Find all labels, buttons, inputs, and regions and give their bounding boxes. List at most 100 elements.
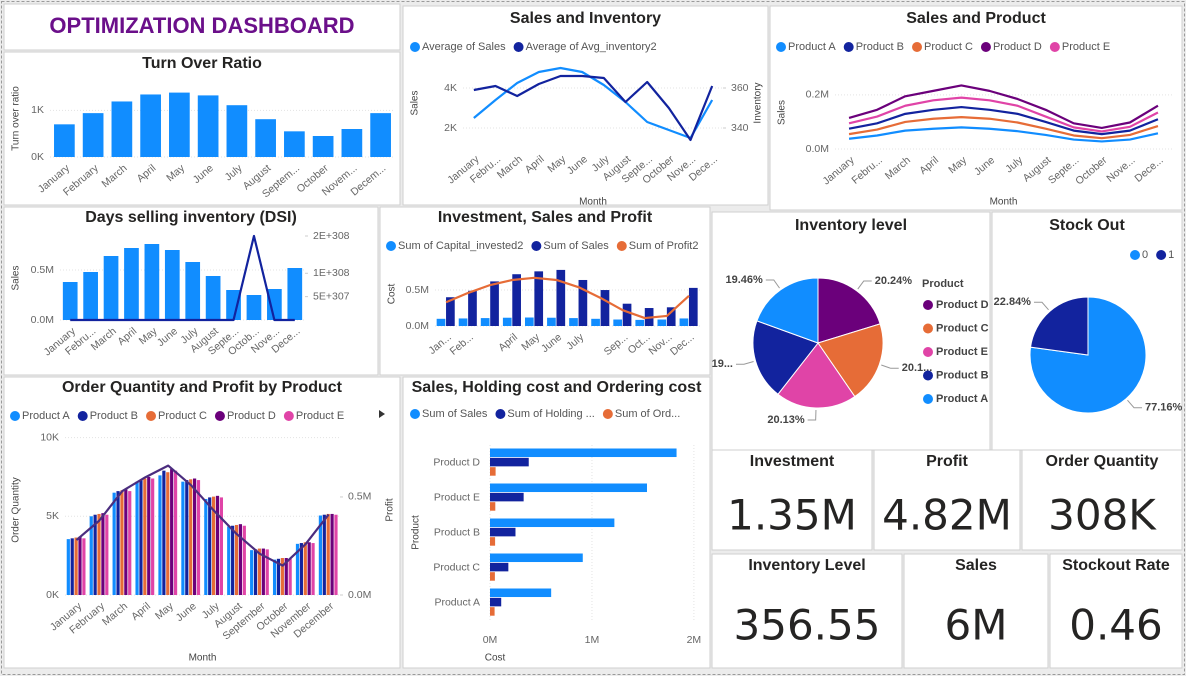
legend-label: Product A (936, 393, 988, 405)
data-label: 77.16% (1145, 402, 1183, 414)
bar (322, 514, 326, 595)
bar (97, 513, 101, 595)
card-value: 0.46 (1069, 601, 1163, 650)
y-axis-title: Cost (387, 283, 398, 304)
bar (212, 496, 216, 595)
card-panel (1021, 449, 1183, 551)
bar (74, 537, 78, 595)
bar (490, 562, 509, 572)
bar (330, 513, 334, 595)
chart-title: Sales and Product (906, 10, 1046, 27)
chart-title: Inventory level (795, 217, 907, 234)
card-panel (711, 553, 903, 669)
data-label: 20.24% (875, 275, 913, 287)
bar (143, 478, 147, 595)
card-title: Profit (926, 453, 968, 470)
pie-slice (817, 323, 884, 398)
data-label: 19... (712, 358, 733, 370)
legend-label: Sum of Profit2 (629, 240, 699, 252)
bar (144, 244, 160, 320)
bar (284, 558, 288, 595)
bar (446, 297, 455, 326)
pie-slice (817, 277, 881, 344)
bar (226, 105, 248, 157)
x-tick-label: 2M (687, 634, 702, 646)
legend-marker (923, 300, 933, 310)
y-tick-label: 4K (444, 82, 457, 94)
bar (524, 317, 534, 326)
legend-marker (1049, 42, 1060, 52)
bar (569, 318, 578, 326)
legend-marker (923, 370, 933, 381)
legend-marker (1156, 250, 1167, 260)
legend-more-arrow[interactable] (379, 410, 385, 418)
legend-marker (386, 241, 396, 251)
bar (54, 124, 75, 157)
bar (139, 480, 143, 595)
card-value: 1.35M (727, 491, 857, 540)
bar (120, 490, 124, 595)
bar (600, 290, 610, 326)
card-panel (873, 449, 1021, 551)
leader-line (1033, 301, 1049, 311)
bar (490, 588, 552, 598)
bar (169, 92, 190, 157)
line (848, 116, 1159, 140)
bar (227, 526, 231, 595)
card-value: 308K (1048, 491, 1157, 540)
legend-label: Product A (788, 41, 836, 53)
bar (657, 319, 667, 326)
bar (105, 514, 109, 595)
bar (312, 136, 334, 157)
legend-marker (10, 411, 20, 421)
bar (613, 319, 623, 326)
y-axis-title: Turn over ratio (11, 86, 22, 151)
y-axis-title: Order Quantity (11, 477, 22, 543)
line (848, 105, 1159, 136)
card-panel (903, 553, 1049, 669)
legend-marker (776, 42, 786, 52)
bar (307, 542, 311, 595)
bar (238, 524, 243, 595)
bar (93, 514, 97, 595)
legend-marker (495, 409, 506, 419)
legend-label: Product D (936, 299, 989, 311)
bar (135, 481, 139, 595)
bar (101, 513, 105, 595)
bar (111, 101, 133, 157)
y-tick-label: 0.2M (806, 89, 829, 101)
legend-label: Sum of Ord... (615, 408, 680, 420)
line (473, 66, 714, 140)
bar (303, 542, 307, 595)
y-tick-label: Product D (433, 456, 480, 468)
bar (128, 491, 132, 595)
dashboard-title: OPTIMIZATION DASHBOARD (49, 13, 354, 38)
x-tick-label: 1M (585, 634, 600, 646)
panel (379, 206, 711, 376)
y-tick-label: 2K (444, 122, 457, 134)
x-tick-label: 0M (483, 634, 498, 646)
legend-label: Sum of Sales (422, 408, 488, 420)
bar (204, 498, 208, 595)
bar (318, 515, 322, 595)
y-axis-title: Sales (11, 265, 22, 290)
pie-slice (1029, 296, 1147, 414)
card-title: Inventory Level (748, 557, 865, 574)
bar (89, 516, 93, 595)
bar (578, 279, 588, 326)
legend-label: Product C (924, 41, 973, 53)
bar (185, 480, 189, 595)
bar (140, 94, 161, 157)
y-tick-label: 0.0M (806, 143, 829, 155)
card-title: Investment (750, 453, 835, 470)
bar (261, 548, 265, 595)
legend-marker (923, 394, 933, 404)
y2-tick-label: 5E+307 (313, 290, 350, 302)
bar (490, 518, 615, 528)
legend-label: Average of Avg_inventory2 (526, 41, 657, 53)
bar (534, 271, 544, 326)
bar (287, 268, 303, 320)
leader-line (765, 279, 780, 289)
bar (280, 558, 284, 595)
